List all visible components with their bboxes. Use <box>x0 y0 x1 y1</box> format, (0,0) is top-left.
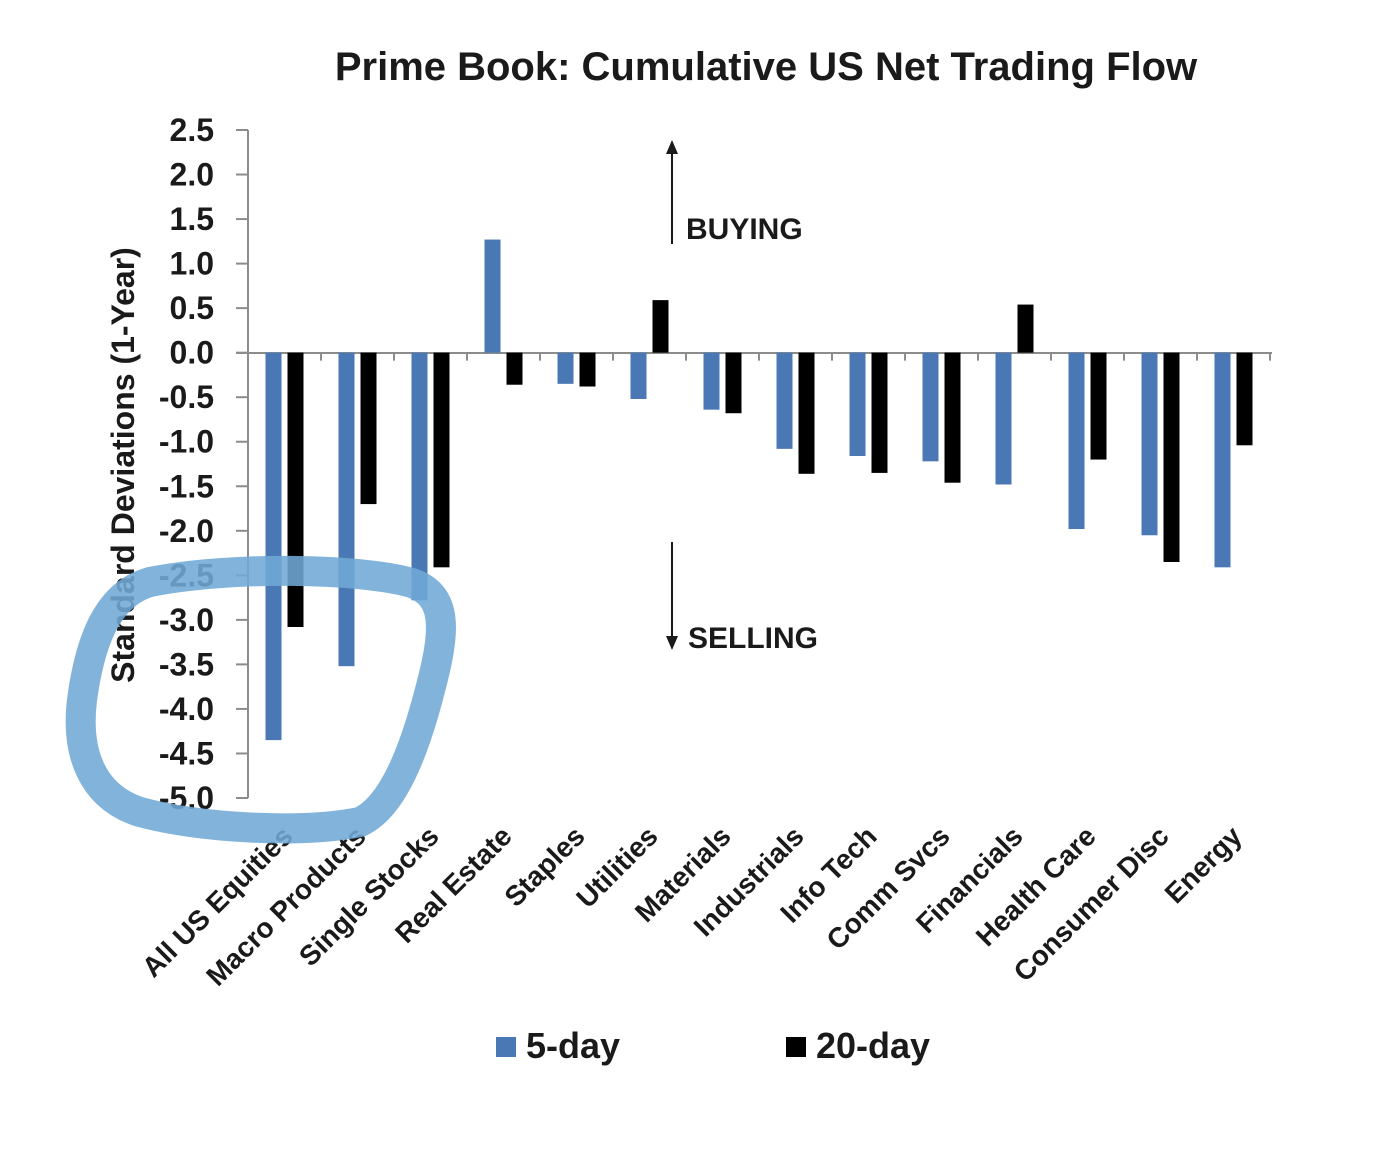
bar-20-day-health-care <box>1090 352 1107 460</box>
y-tick-label: 2.0 <box>170 157 214 193</box>
legend-label-20-day: 20-day <box>816 1025 930 1066</box>
bar-5-day-energy <box>1214 352 1231 568</box>
legend-swatch-5-day <box>496 1037 516 1057</box>
bar-5-day-consumer-disc <box>1141 352 1158 536</box>
y-tick-label: 0.0 <box>170 335 214 371</box>
y-tick-label: -1.5 <box>159 468 214 504</box>
y-tick-label: 2.5 <box>170 112 214 148</box>
bar-20-day-macro-products <box>360 352 377 505</box>
bar-20-day-staples <box>579 352 596 387</box>
selling-label: SELLING <box>688 622 818 655</box>
x-axis-ticks <box>247 352 1271 361</box>
y-tick-label: -4.5 <box>159 735 214 771</box>
bar-20-day-industrials <box>798 352 815 474</box>
y-tick-label: -3.0 <box>159 602 214 638</box>
bar-5-day-all-us-equities <box>265 352 282 741</box>
up-arrow-head-icon <box>666 140 678 154</box>
bar-20-day-info-tech <box>871 352 888 473</box>
bar-20-day-utilities <box>652 300 669 353</box>
y-tick-label: 0.5 <box>170 290 214 326</box>
y-tick-label: 1.5 <box>170 201 214 237</box>
y-tick-label: -4.0 <box>159 691 214 727</box>
y-tick-label: -0.5 <box>159 379 214 415</box>
bar-5-day-info-tech <box>849 352 866 456</box>
highlight-circle <box>65 555 456 844</box>
selling-annotation: SELLING <box>666 542 818 655</box>
y-tick-label: 1.0 <box>170 246 214 282</box>
bar-5-day-real-estate <box>484 239 501 353</box>
bar-20-day-real-estate <box>506 352 523 385</box>
y-tick-label: -1.0 <box>159 424 214 460</box>
bar-5-day-macro-products <box>338 352 355 667</box>
bar-20-day-energy <box>1236 352 1253 446</box>
bar-5-day-staples <box>557 352 574 384</box>
bar-20-day-financials <box>1017 304 1034 353</box>
bar-20-day-consumer-disc <box>1163 352 1180 562</box>
bar-5-day-health-care <box>1068 352 1085 530</box>
y-tick-label: -3.5 <box>159 646 214 682</box>
bar-5-day-financials <box>995 352 1012 485</box>
category-label: Energy <box>1159 820 1248 909</box>
buying-label: BUYING <box>686 213 803 246</box>
bars <box>265 239 1253 741</box>
bar-5-day-materials <box>703 352 720 410</box>
chart-title: Prime Book: Cumulative US Net Trading Fl… <box>335 45 1198 89</box>
bar-5-day-utilities <box>630 352 647 399</box>
bar-5-day-comm-svcs <box>922 352 939 462</box>
down-arrow-head-icon <box>666 636 678 650</box>
buying-annotation: BUYING <box>666 140 803 246</box>
legend-label-5-day: 5-day <box>526 1025 620 1066</box>
legend: 5-day 20-day <box>496 1025 930 1066</box>
bar-20-day-single-stocks <box>433 352 450 568</box>
bar-5-day-single-stocks <box>411 352 428 601</box>
bar-20-day-comm-svcs <box>944 352 961 483</box>
y-axis-ticks: 2.52.01.51.00.50.0-0.5-1.0-1.5-2.0-2.5-3… <box>159 112 248 816</box>
y-tick-label: -2.0 <box>159 513 214 549</box>
legend-swatch-20-day <box>786 1037 806 1057</box>
bar-5-day-industrials <box>776 352 793 449</box>
bar-20-day-materials <box>725 352 742 414</box>
